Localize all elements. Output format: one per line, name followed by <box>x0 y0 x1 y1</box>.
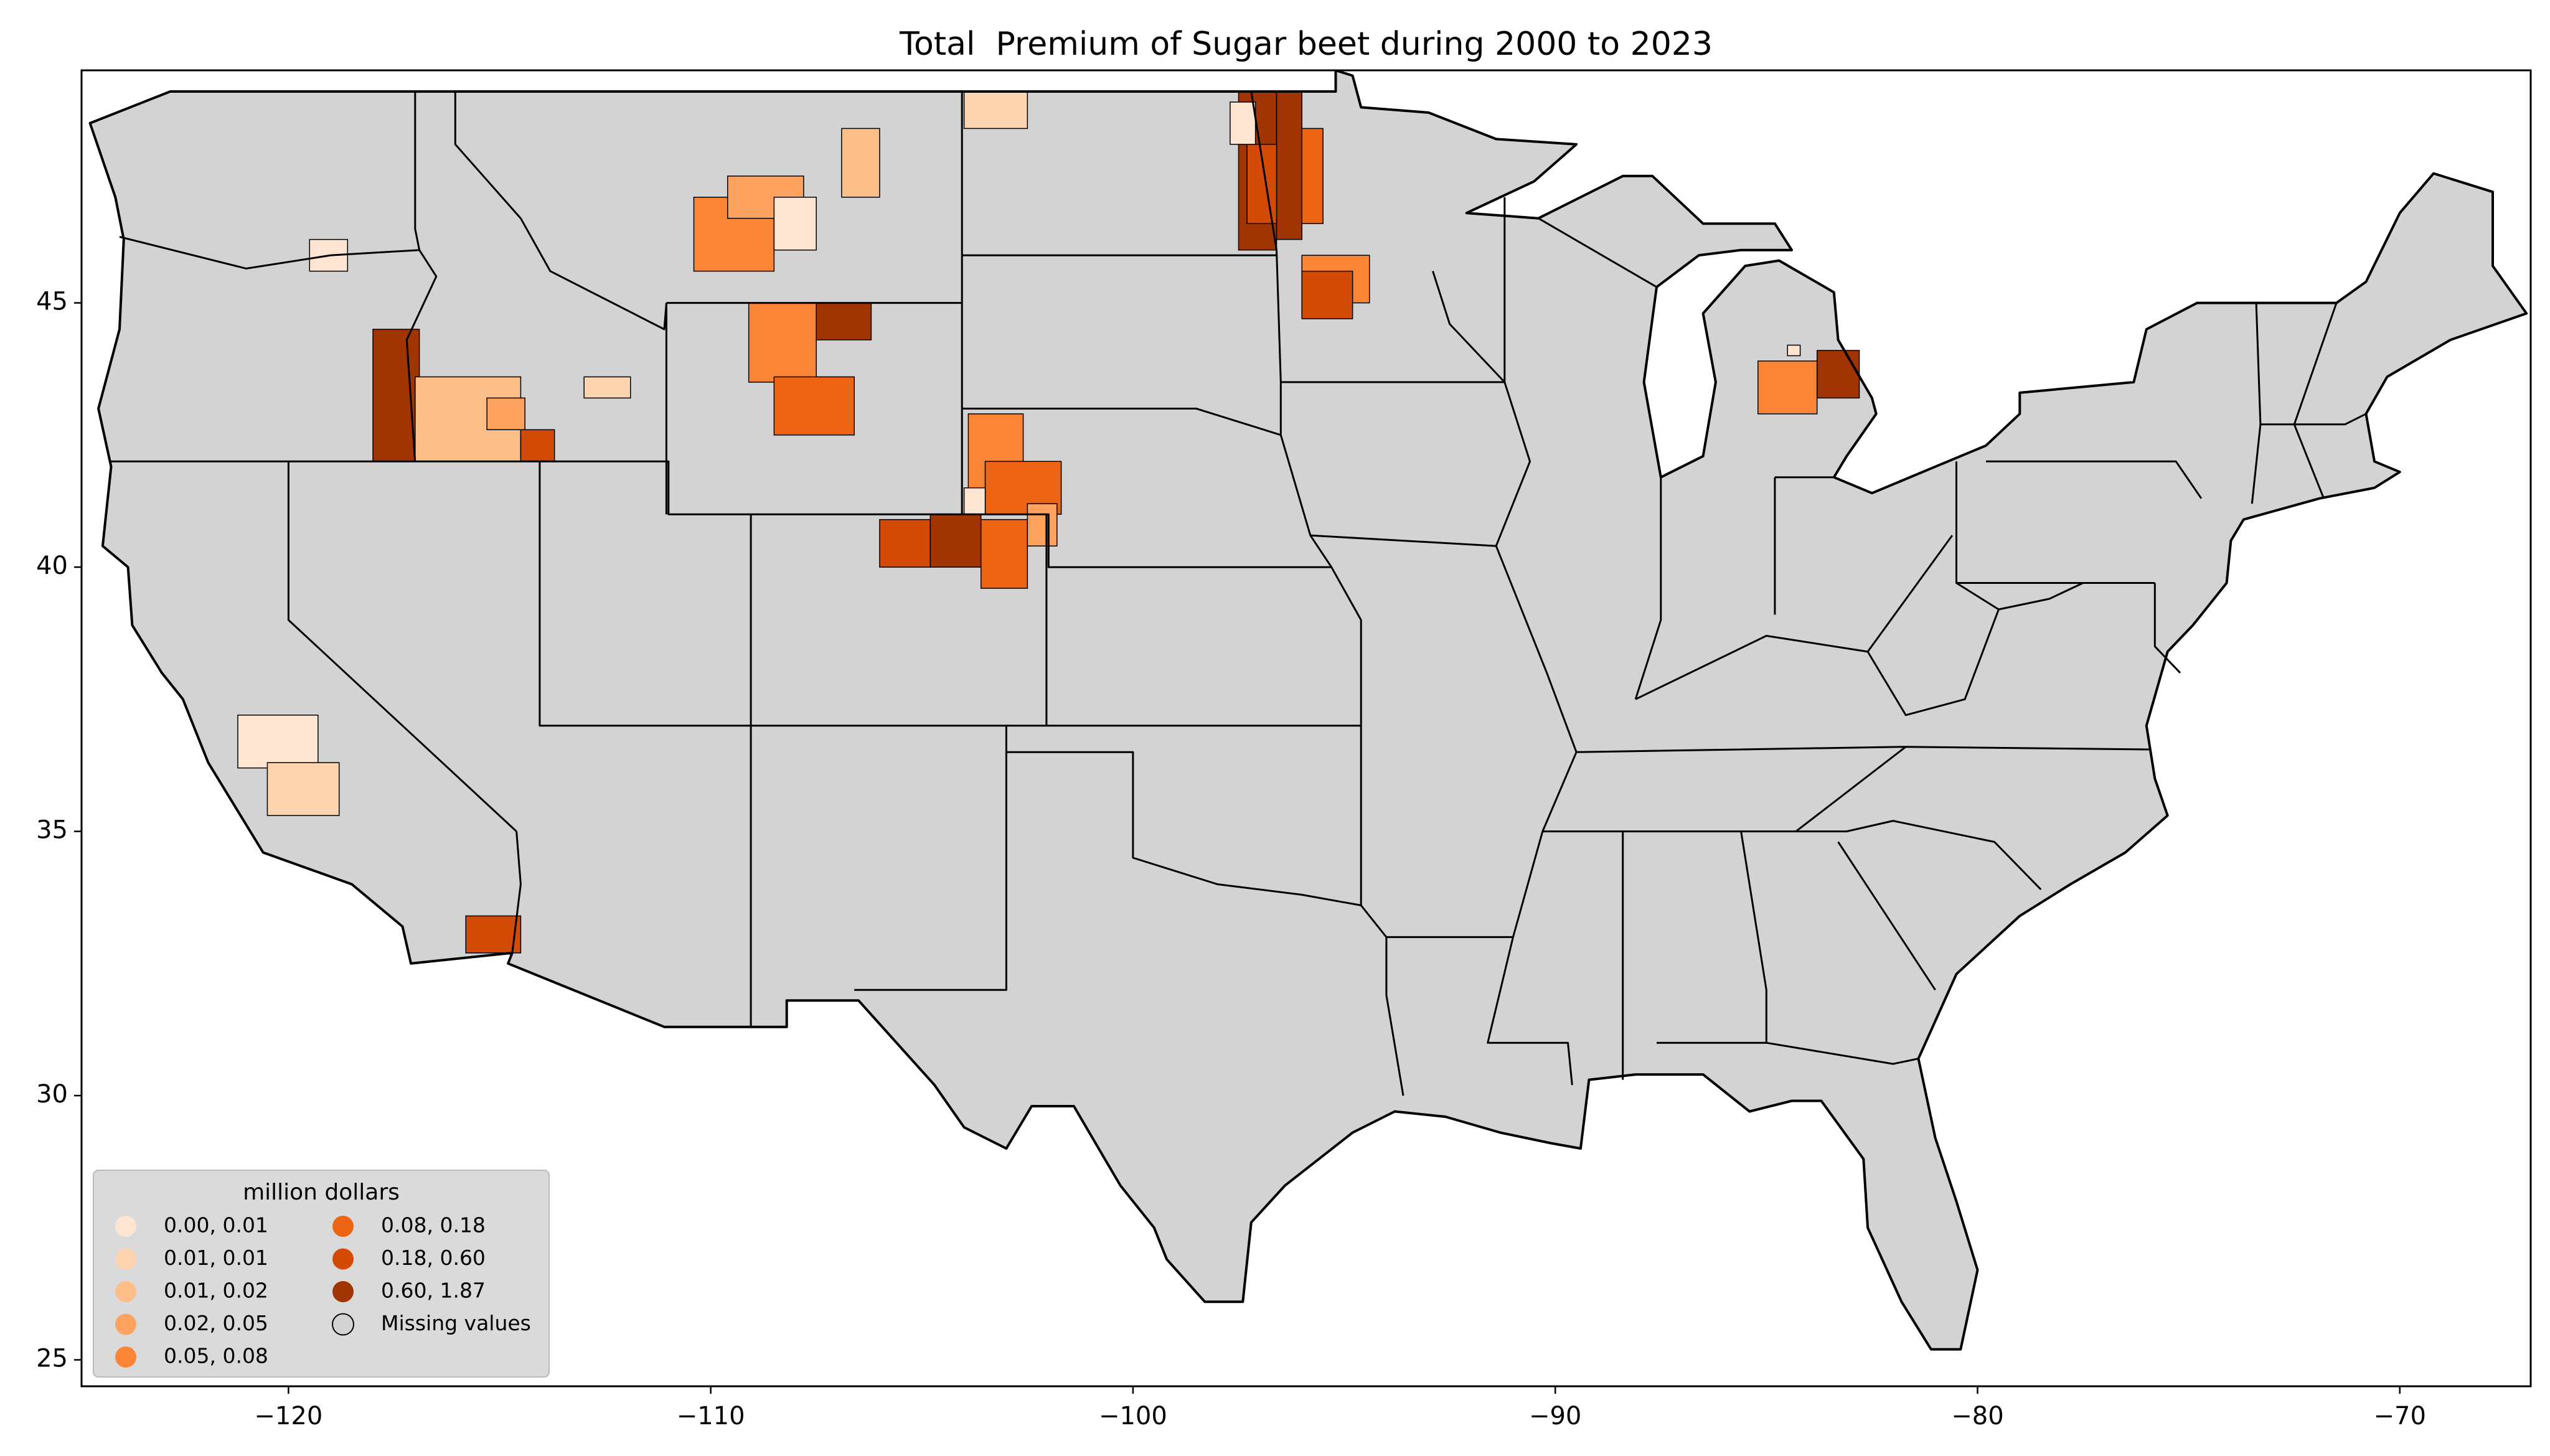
county-region <box>816 302 872 341</box>
state-border <box>854 725 1007 991</box>
y-tick-label: 35 <box>36 816 68 845</box>
legend-marker <box>115 1346 136 1368</box>
x-tick-label: −100 <box>1099 1402 1167 1430</box>
state-border <box>1250 91 1362 906</box>
legend-marker <box>332 1313 354 1336</box>
x-tick-label: −80 <box>1951 1402 2003 1430</box>
state-border <box>1766 1041 1919 1065</box>
legend-label: Missing values <box>381 1311 531 1335</box>
state-border <box>1837 841 1936 991</box>
county-region <box>879 519 931 568</box>
county-region <box>1301 270 1353 319</box>
state-border <box>1310 534 1497 547</box>
y-tick-label: 45 <box>36 288 68 316</box>
legend-label: 0.18, 0.60 <box>381 1246 486 1270</box>
county-region <box>963 91 1028 129</box>
county-region <box>963 487 986 515</box>
land <box>90 70 2527 1350</box>
state-border <box>1795 820 2042 890</box>
state-border <box>1657 831 1767 1044</box>
county-region <box>520 429 555 463</box>
state-border <box>511 831 522 953</box>
state-border <box>287 461 517 832</box>
county-region <box>266 762 340 816</box>
legend-box <box>93 1170 550 1378</box>
county-region <box>1276 91 1302 240</box>
state-border <box>1955 582 2084 611</box>
legend-marker <box>115 1281 136 1302</box>
state-border <box>1635 535 1954 700</box>
county-region <box>773 197 817 251</box>
state-border <box>1634 477 1662 700</box>
x-tick-label: −70 <box>2374 1402 2426 1430</box>
plot-frame <box>80 69 2532 1388</box>
state-border <box>1866 609 2000 716</box>
axes: −120 −110 −100 −90 −80 −70 25 30 35 40 45 <box>36 288 2426 1430</box>
legend: million dollars 0.00, 0.01 0.01, 0.01 0.01,… <box>93 1170 550 1378</box>
legend-marker <box>332 1281 354 1302</box>
state-border <box>454 92 667 331</box>
county-region <box>465 915 522 954</box>
state-border <box>1432 271 1505 383</box>
coastline <box>88 70 2528 1351</box>
county-region <box>1816 350 1860 399</box>
y-tick-label: 40 <box>36 552 68 580</box>
county-region <box>748 302 817 383</box>
x-tick-label: −90 <box>1529 1402 1581 1430</box>
state-border <box>111 460 1332 568</box>
x-tick-label: −110 <box>677 1402 745 1430</box>
legend-title: million dollars <box>243 1180 400 1205</box>
county-region <box>583 376 631 399</box>
county-region <box>372 329 420 463</box>
state-border <box>962 407 1281 436</box>
county-region <box>1027 503 1058 547</box>
y-tick-label: 25 <box>36 1345 68 1373</box>
county-region <box>929 514 982 568</box>
legend-marker <box>115 1248 136 1270</box>
legend-label: 0.02, 0.05 <box>164 1311 268 1335</box>
state-border <box>1576 746 2151 753</box>
state-border <box>119 235 420 270</box>
county-region <box>486 397 525 431</box>
county-region <box>1757 360 1818 415</box>
y-tick-label: 30 <box>36 1080 68 1109</box>
x-tick-label: −120 <box>254 1402 322 1430</box>
county-region <box>841 128 880 198</box>
legend-label: 0.00, 0.01 <box>164 1213 268 1238</box>
state-border <box>2153 583 2181 674</box>
state-border <box>405 249 438 462</box>
legend-label: 0.01, 0.01 <box>164 1246 268 1270</box>
county-region <box>773 376 855 436</box>
state-border <box>1986 460 2203 499</box>
legend-label: 0.08, 0.18 <box>381 1213 486 1238</box>
legend-marker <box>115 1313 136 1335</box>
state-border <box>1538 217 1657 288</box>
legend-label: 0.01, 0.02 <box>164 1279 268 1303</box>
legend-marker <box>115 1216 136 1237</box>
county-region <box>1230 101 1256 145</box>
state-border <box>2260 413 2367 426</box>
county-region <box>1787 344 1801 357</box>
legend-label: 0.05, 0.08 <box>164 1344 268 1368</box>
legend-label: 0.60, 1.87 <box>381 1279 486 1303</box>
chart-title: Total Premium of Sugar beet during 2000 … <box>899 26 1713 63</box>
state-border <box>414 92 421 250</box>
county-region <box>237 715 319 769</box>
county-region <box>980 519 1028 589</box>
map <box>88 70 2528 1351</box>
legend-marker <box>332 1216 354 1237</box>
legend-marker <box>332 1248 354 1270</box>
state-border <box>1006 751 1404 1096</box>
